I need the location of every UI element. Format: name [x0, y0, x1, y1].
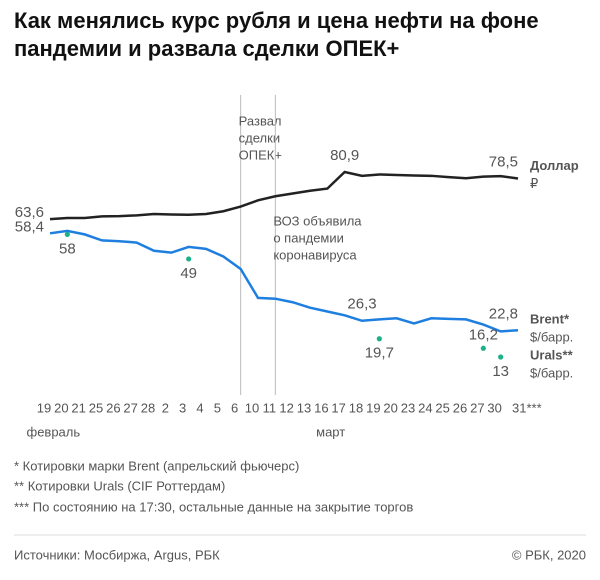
x-tick-label: 27 — [123, 400, 137, 415]
value-label: 26,3 — [347, 296, 376, 313]
legend-name: Urals** — [530, 347, 574, 362]
x-tick-label: 18 — [349, 400, 363, 415]
x-tick-label: 12 — [279, 400, 293, 415]
x-tick-label: 19 — [366, 400, 380, 415]
x-tick-label: 10 — [245, 400, 259, 415]
legend-unit: $/барр. — [530, 330, 573, 345]
x-tick-label: 24 — [418, 400, 432, 415]
x-tick-label: 11 — [263, 400, 277, 415]
x-tick-label: 19 — [37, 400, 51, 415]
x-tick-label: 27 — [470, 400, 484, 415]
source: Источники: Мосбиржа, Argus, РБК — [14, 547, 220, 562]
x-tick-label: 13 — [297, 400, 311, 415]
legend-name: Доллар — [530, 158, 579, 173]
x-tick-label: 20 — [383, 400, 397, 415]
footnote: * Котировки марки Brent (апрельский фьюч… — [14, 458, 299, 473]
copyright: © РБК, 2020 — [512, 547, 586, 562]
value-label: 49 — [180, 265, 197, 282]
series-line — [49, 229, 519, 333]
value-label: 19,7 — [365, 345, 394, 362]
x-tick-label: 6 — [231, 400, 238, 415]
x-tick-label: 17 — [331, 400, 345, 415]
x-tick-label: 28 — [141, 400, 155, 415]
x-tick-label: 26 — [106, 400, 120, 415]
dot — [498, 354, 504, 360]
value-label: 58,4 — [15, 218, 44, 235]
value-label: 63,6 — [15, 204, 44, 221]
annotation-text: Развал — [239, 113, 282, 128]
x-tick-label: 23 — [401, 400, 415, 415]
x-tick-label: 21 — [71, 400, 85, 415]
x-tick-label: 5 — [214, 400, 221, 415]
x-tick-label: 2 — [162, 400, 169, 415]
dot — [64, 231, 70, 237]
x-tick-label: 31*** — [512, 400, 542, 415]
footnote: *** По состоянию на 17:30, остальные дан… — [14, 499, 413, 514]
value-label: 78,5 — [489, 154, 518, 171]
value-label: 13 — [492, 363, 509, 380]
dot — [376, 336, 382, 342]
x-tick-label: 26 — [453, 400, 467, 415]
dot — [186, 256, 192, 262]
annotation-text: ОПЕК+ — [239, 147, 282, 162]
legend-name: Brent* — [530, 312, 570, 327]
x-tick-label: 3 — [179, 400, 186, 415]
dot — [480, 345, 486, 351]
legend-unit: ₽ — [530, 176, 538, 191]
x-tick-label: 20 — [54, 400, 68, 415]
annotation-text: о пандемии — [273, 230, 344, 245]
annotation-text: сделки — [239, 130, 280, 145]
value-label: 16,2 — [469, 326, 498, 343]
annotation-text: ВОЗ объявила — [273, 213, 362, 228]
value-label: 58 — [59, 240, 76, 257]
month-label: март — [316, 424, 345, 439]
x-tick-label: 30 — [487, 400, 501, 415]
month-label: февраль — [27, 424, 81, 439]
value-label: 22,8 — [489, 305, 518, 322]
annotation-text: коронавируса — [273, 247, 357, 262]
footnote: ** Котировки Urals (CIF Роттердам) — [14, 478, 225, 493]
x-tick-label: 25 — [89, 400, 103, 415]
x-tick-label: 25 — [435, 400, 449, 415]
legend-unit: $/барр. — [530, 365, 573, 380]
chart-title: пандемии и развала сделки ОПЕК+ — [14, 36, 399, 61]
value-label: 80,9 — [330, 147, 359, 164]
x-tick-label: 4 — [196, 400, 203, 415]
chart-title: Как менялись курс рубля и цена нефти на … — [14, 8, 539, 33]
series-line — [49, 170, 519, 221]
x-tick-label: 16 — [314, 400, 328, 415]
